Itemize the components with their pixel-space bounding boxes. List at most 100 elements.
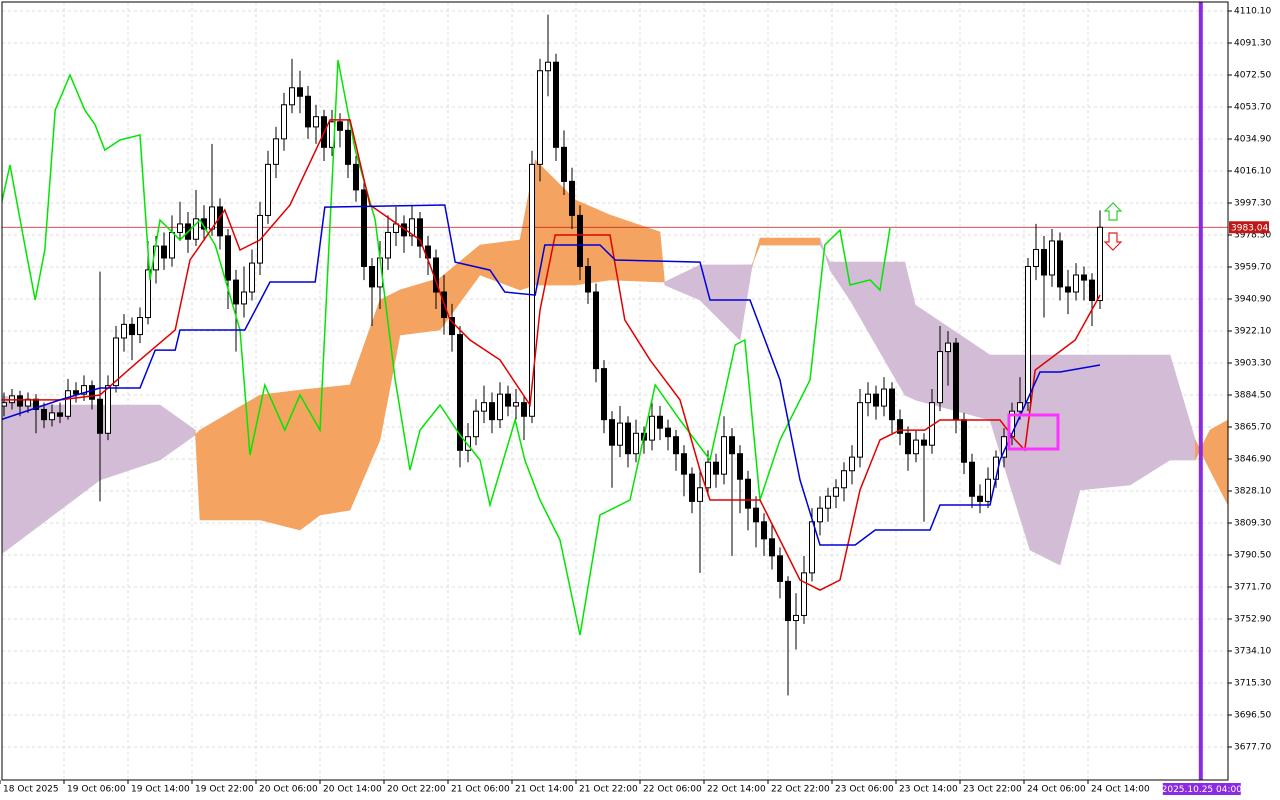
candle-body: [617, 422, 623, 446]
indicator-line: [2, 59, 891, 636]
candle-body: [777, 555, 783, 582]
x-tick-label: 22 Oct 14:00: [707, 785, 766, 795]
candle-body: [481, 402, 487, 412]
candle-body: [769, 538, 775, 557]
candle-body: [737, 453, 743, 480]
candle-body: [809, 521, 815, 574]
candle-body: [89, 385, 95, 400]
candle-body: [417, 218, 423, 247]
candle-body: [409, 218, 415, 237]
candle-body: [97, 398, 103, 434]
x-tick-label: 24 Oct 14:00: [1091, 785, 1150, 795]
candle-body: [529, 163, 535, 417]
y-tick-label: 3865.70: [1234, 422, 1271, 432]
cloud-segment: [1209, 419, 1228, 506]
candle-body: [705, 461, 711, 489]
candle-body: [465, 436, 471, 451]
candle-body: [953, 342, 959, 421]
candle-body: [785, 580, 791, 622]
candle-body: [697, 487, 703, 502]
candle-body: [801, 572, 807, 616]
candle-body: [353, 163, 359, 191]
candle-body: [281, 104, 287, 140]
candle-body: [1017, 402, 1023, 412]
candle-body: [601, 368, 607, 421]
candle-body: [537, 70, 543, 165]
candle-body: [105, 385, 111, 434]
candle-body: [361, 189, 367, 267]
candle-body: [129, 323, 135, 336]
indicator-line: [2, 204, 1101, 546]
candle-body: [889, 388, 895, 421]
candle-body: [625, 422, 631, 455]
y-tick-label: 3828.10: [1234, 486, 1271, 496]
candle-body: [233, 279, 239, 305]
x-tick-label: 19 Oct 22:00: [195, 785, 254, 795]
y-tick-label: 4034.90: [1234, 134, 1271, 144]
candle-body: [497, 393, 503, 421]
y-tick-label: 3846.90: [1234, 454, 1271, 464]
candle-body: [753, 507, 759, 523]
y-tick-label: 3959.70: [1234, 262, 1271, 272]
candle-body: [265, 163, 271, 216]
y-tick-label: 3771.70: [1234, 582, 1271, 592]
x-tick-label: 21 Oct 22:00: [579, 785, 638, 795]
cloud-segment: [299, 387, 321, 531]
candle-body: [17, 395, 23, 407]
candle-body: [81, 385, 87, 395]
candle-body: [273, 138, 279, 165]
candle-body: [977, 495, 983, 502]
candle-body: [449, 317, 455, 336]
candle-body: [865, 393, 871, 404]
candle-body: [873, 393, 879, 407]
candle-body: [1065, 286, 1071, 293]
x-tick-label: 21 Oct 06:00: [451, 785, 510, 795]
candle-body: [241, 291, 247, 305]
candle-body: [489, 402, 495, 421]
candle-body: [945, 342, 951, 353]
candle-body: [113, 337, 119, 387]
candle-body: [745, 478, 751, 509]
cloud-segment: [759, 237, 821, 246]
candle-body: [1057, 240, 1063, 288]
candle-body: [841, 470, 847, 489]
y-tick-label: 3734.10: [1234, 646, 1271, 656]
candle-body: [881, 388, 887, 407]
price-label: 3983.04: [1231, 223, 1268, 233]
candle-body: [761, 521, 767, 540]
buy-arrow: [1103, 202, 1123, 221]
candle-body: [305, 95, 311, 128]
candle-body: [1081, 274, 1087, 281]
x-tick-label: 18 Oct 2025: [3, 785, 59, 795]
candle-body: [849, 456, 855, 472]
x-tick-label: 24 Oct 06:00: [1027, 785, 1086, 795]
y-tick-label: 4072.50: [1234, 70, 1271, 80]
indicator-line: [2, 119, 1101, 591]
y-tick-label: 4053.70: [1234, 102, 1271, 112]
x-tick-label: 21 Oct 14:00: [515, 785, 574, 795]
candle-body: [921, 439, 927, 446]
cloud-segment: [259, 389, 301, 531]
candle-body: [369, 265, 375, 288]
candle-body: [193, 218, 199, 240]
candle-body: [1073, 274, 1079, 293]
candle-body: [633, 432, 639, 455]
candle-body: [521, 402, 527, 417]
y-tick-label: 3922.10: [1234, 326, 1271, 336]
candle-body: [169, 231, 175, 259]
candle-body: [2, 402, 7, 407]
x-tick-label: 20 Oct 14:00: [323, 785, 382, 795]
candle-body: [161, 245, 167, 259]
candle-body: [1025, 265, 1031, 404]
candle-body: [137, 317, 143, 336]
y-tick-label: 3752.90: [1234, 614, 1271, 624]
y-tick-label: 3790.50: [1234, 550, 1271, 560]
x-tick-label: 20 Oct 22:00: [387, 785, 446, 795]
candle-body: [961, 419, 967, 463]
candle-body: [657, 415, 663, 429]
candle-body: [73, 390, 79, 395]
candle-body: [505, 393, 511, 407]
y-tick-label: 3940.90: [1234, 294, 1271, 304]
y-tick-label: 3696.50: [1234, 710, 1271, 720]
